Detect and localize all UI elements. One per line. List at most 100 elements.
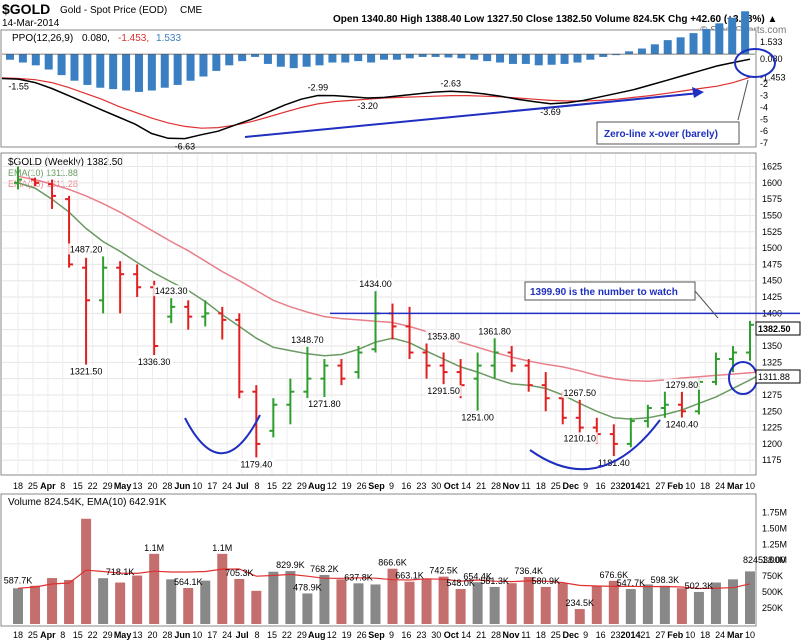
- x-tick-label: Aug: [308, 481, 326, 491]
- x-tick-label: Jul: [236, 630, 249, 640]
- ppo-histogram-bar: [147, 54, 156, 91]
- x-tick-label: 9: [583, 481, 588, 491]
- ppo-histogram-bar: [457, 54, 466, 59]
- price-label-bg: [425, 385, 462, 397]
- ohlc-bar: [218, 306, 227, 340]
- quote-line: Open 1340.80 High 1388.40 Low 1327.50 Cl…: [333, 14, 777, 25]
- x-tick-label: 13: [133, 630, 143, 640]
- ppo-histogram-bar: [263, 54, 272, 64]
- ppo-histogram-bar: [83, 54, 92, 85]
- ppo-histogram-bar: [18, 54, 27, 63]
- volume-tick-label: 500K: [762, 587, 783, 597]
- x-tick-label: 23: [611, 630, 621, 640]
- volume-legend: Volume 824.54K, EMA(10) 642.91K: [8, 497, 167, 508]
- price-value-label: 1361.80: [478, 326, 511, 336]
- ppo-histogram-bar: [6, 54, 14, 60]
- x-tick-label: Jun: [174, 481, 190, 491]
- volume-bar: [710, 582, 721, 624]
- price-label-bg: [238, 458, 275, 470]
- ppo-crossover-circle: [734, 48, 776, 78]
- price-value-label: 1434.00: [359, 279, 392, 289]
- x-tick-label: 10: [745, 630, 755, 640]
- volume-bar: [676, 588, 687, 624]
- volume-value-label: 866.6K: [378, 558, 407, 568]
- ppo-tick-label: -2: [760, 79, 768, 89]
- price-legend: $GOLD (Weekly) 1382.50 EMA(10) 1311.88 E…: [8, 157, 123, 189]
- price-tick-label: 1350: [762, 341, 782, 351]
- x-tick-label: 16: [401, 630, 411, 640]
- ppo-histogram-bar: [289, 54, 298, 69]
- volume-ema-line: [17, 568, 751, 590]
- volume-bar: [268, 571, 279, 624]
- price-value-label: 1267.50: [563, 388, 596, 398]
- ppo-value-labels: -1.55 -6.63 -2.99 -3.20 -2.63 -3.69: [8, 78, 560, 151]
- ppo-legend-v2: -1.453,: [118, 33, 149, 44]
- x-tick-label: 26: [357, 481, 367, 491]
- x-tick-label: 30: [431, 630, 441, 640]
- volume-value-label: 598.3K: [651, 575, 680, 585]
- price-label-bg: [68, 365, 105, 377]
- x-tick-label: 22: [88, 481, 98, 491]
- ohlc-bar: [235, 313, 244, 399]
- x-tick-label: 24: [222, 630, 232, 640]
- volume-tick-label: 1.50M: [762, 523, 787, 533]
- x-tick-label: 15: [267, 481, 277, 491]
- ohlc-bar: [167, 298, 176, 324]
- x-tick-label: Sep: [368, 481, 385, 491]
- x-tick-label: 8: [255, 481, 260, 491]
- volume-bar: [234, 579, 245, 624]
- volume-value-label: 478.9K: [293, 582, 322, 592]
- x-tick-label: 22: [88, 630, 98, 640]
- price-tick-label: 1225: [762, 423, 782, 433]
- ohlc-bar: [507, 346, 516, 373]
- price-legend-ema10: EMA(10) 1311.88: [8, 168, 78, 178]
- ohlc-bar: [643, 404, 652, 428]
- x-tick-label: Nov: [502, 630, 519, 640]
- volume-bar: [302, 593, 313, 624]
- volume-value-labels: 587.7K 718.1K 1.1M 564.1K 1.1M 705.3K 829.9K 47…: [4, 543, 713, 608]
- ppo-histogram-bar: [302, 54, 311, 67]
- ohlc-bars: [14, 166, 754, 458]
- price-value-label: 1487.20: [70, 244, 103, 254]
- ppo-histogram-bar: [276, 54, 285, 67]
- ppo-histogram-bar: [96, 54, 105, 88]
- volume-value-label: 587.7K: [4, 576, 33, 586]
- x-tick-label: 9: [389, 481, 394, 491]
- ppo-histogram-bar: [212, 54, 221, 71]
- ppo-histogram-bar: [521, 54, 530, 64]
- x-tick-label: 12: [327, 630, 337, 640]
- ppo-legend-v1: 0.080,: [82, 33, 110, 44]
- x-tick-label: 19: [342, 481, 352, 491]
- ppo-histogram-bar: [251, 54, 260, 57]
- ppo-histogram-bar: [470, 54, 479, 60]
- x-tick-label: 11: [521, 630, 530, 640]
- price-label-bg: [68, 243, 105, 255]
- x-tick-label: 17: [207, 481, 217, 491]
- volume-bar: [47, 578, 58, 624]
- x-tick-label: 2014: [620, 630, 640, 640]
- x-tick-label: 20: [147, 481, 157, 491]
- ohlc-bar: [439, 352, 448, 385]
- ppo-value-label: -3.20: [357, 101, 378, 111]
- ppo-tick-label: 1.533: [760, 37, 783, 47]
- volume-bar: [183, 588, 194, 624]
- ohlc-bar: [677, 391, 686, 418]
- price-tick-label: 1450: [762, 276, 782, 286]
- ohlc-bar: [660, 391, 669, 418]
- x-tick-label: 27: [655, 481, 665, 491]
- ppo-annotation-box: [596, 121, 740, 145]
- x-tick-label: 24: [222, 481, 232, 491]
- x-tick-label: 18: [536, 630, 546, 640]
- volume-bar: [251, 590, 262, 624]
- x-tick-label: 25: [551, 481, 561, 491]
- ppo-histogram-bar: [728, 17, 737, 55]
- ppo-histogram-bar: [109, 54, 118, 90]
- volume-tick-label: 750K: [762, 571, 783, 581]
- ppo-histogram-bar: [173, 54, 182, 85]
- ppo-legend-v3: 1.533: [156, 33, 181, 44]
- x-tick-label: 28: [162, 630, 172, 640]
- x-tick-label: 15: [267, 630, 277, 640]
- price-label-bg: [663, 418, 700, 430]
- x-tick-label: 29: [297, 630, 307, 640]
- volume-tick-label: 1.75M: [762, 507, 787, 517]
